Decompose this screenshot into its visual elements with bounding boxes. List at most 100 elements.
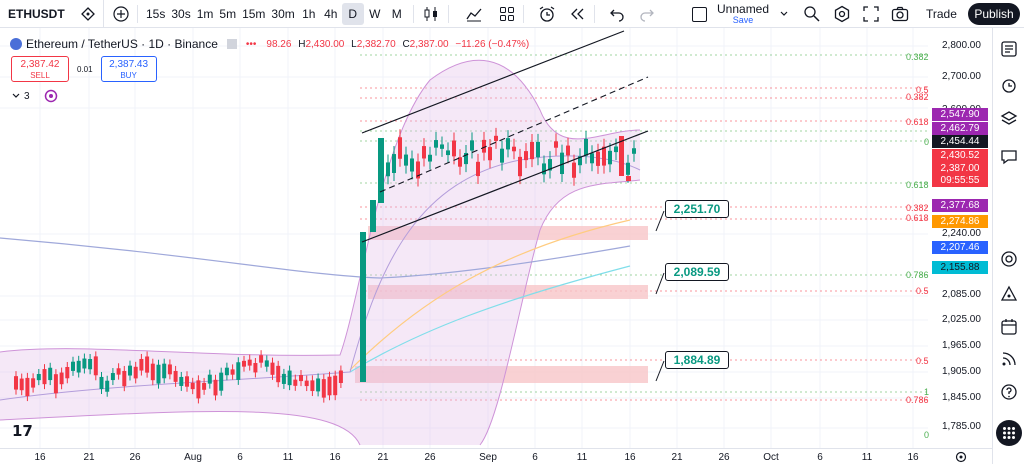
indicators-toggle[interactable]: 3 — [12, 89, 58, 103]
fib-label: 0.5 — [916, 85, 929, 95]
price-tag: 2,462.79 — [932, 122, 988, 135]
apps-grid-icon[interactable] — [996, 420, 1022, 446]
candle-body — [247, 359, 252, 366]
symbol-search[interactable]: ETHUSDT — [0, 0, 104, 28]
price-label: 2,085.00 — [942, 289, 981, 300]
candle-body — [259, 355, 264, 363]
gear-icon — [834, 5, 850, 23]
candle-body — [281, 373, 286, 384]
interval-1mo[interactable]: M — [391, 6, 402, 21]
candle-body — [518, 156, 522, 177]
buy-price: 2,387.43 — [109, 59, 149, 70]
moving-averages — [0, 155, 641, 401]
candle-body — [145, 356, 150, 373]
refresh-icon[interactable] — [44, 89, 58, 103]
candle-body — [428, 154, 432, 162]
price-tag: 2,274.86 — [932, 215, 988, 228]
candle-body — [327, 376, 332, 396]
more-dots-icon[interactable]: ••• — [245, 38, 257, 50]
target-pointer — [655, 360, 665, 382]
layouts-button[interactable] — [496, 3, 518, 25]
time-label: 16 — [624, 452, 636, 463]
time-label: 6 — [532, 452, 538, 463]
target-icon[interactable] — [1000, 250, 1018, 268]
settings-button[interactable] — [830, 3, 854, 25]
interval-30m[interactable]: 30m — [271, 6, 295, 21]
undo-icon — [609, 9, 624, 22]
redo-button[interactable] — [636, 3, 658, 25]
interval-4h[interactable]: 4h — [324, 6, 338, 21]
watchlist-icon[interactable] — [1000, 40, 1018, 58]
quick-search-button[interactable] — [800, 3, 824, 25]
fib-label: 0.382 — [906, 203, 929, 213]
candle-body — [476, 161, 480, 177]
candle-body — [207, 374, 212, 384]
price-chart[interactable] — [0, 28, 992, 464]
indicators-button[interactable] — [462, 3, 486, 25]
fib-label: 0.618 — [906, 180, 929, 190]
trade-button[interactable]: Trade — [926, 7, 957, 21]
top-toolbar: ETHUSDT 15s 30s 1m 5m 15m 30m 1h 4h D W … — [0, 0, 1024, 28]
target-label[interactable]: 2,251.70 — [665, 200, 729, 218]
time-axis[interactable]: 16 21 26 Aug 6 11 16 21 26 Sep 6 11 16 2… — [0, 448, 992, 464]
candle-body — [470, 140, 474, 151]
candle-body — [82, 358, 87, 369]
buy-button[interactable]: 2,387.43 BUY — [100, 56, 157, 82]
candle-body — [602, 146, 606, 166]
candle-body — [410, 158, 414, 172]
time-label: 16 — [329, 452, 341, 463]
candle-body — [578, 156, 582, 166]
layout-checkbox[interactable] — [692, 6, 707, 22]
candle-body — [500, 148, 504, 163]
add-symbol-button[interactable] — [110, 3, 132, 25]
candle-body — [71, 361, 75, 371]
candle-body — [110, 373, 115, 381]
help-icon[interactable] — [1000, 383, 1018, 401]
time-label: 11 — [861, 452, 873, 463]
calendar-icon[interactable] — [1000, 318, 1018, 336]
interval-15s[interactable]: 15s — [146, 6, 166, 21]
price-axis[interactable]: 2,800.00 2,700.00 2,600.00 2,240.00 2,08… — [928, 28, 990, 448]
candle-body — [48, 367, 53, 381]
ideas-icon[interactable] — [1000, 285, 1018, 303]
fib-label: 0 — [924, 430, 930, 440]
alarm-clock-icon[interactable] — [1000, 76, 1018, 94]
legend-title[interactable]: Ethereum / TetherUS · 1D · Binance — [26, 37, 218, 51]
target-label[interactable]: 1,884.89 — [665, 351, 729, 369]
candle-body — [139, 358, 144, 371]
time-label: 11 — [282, 452, 294, 463]
replay-button[interactable] — [565, 3, 589, 25]
interval-5m[interactable]: 5m — [219, 6, 237, 21]
chart-settings-gear-icon[interactable] — [955, 451, 967, 463]
layers-icon[interactable] — [1000, 110, 1018, 128]
interval-1m[interactable]: 1m — [196, 6, 214, 21]
candle-body — [93, 356, 98, 376]
undo-button[interactable] — [606, 3, 628, 25]
fullscreen-button[interactable] — [860, 3, 882, 25]
layout-name[interactable]: Unnamed Save — [692, 3, 789, 25]
target-label[interactable]: 2,089.59 — [665, 263, 729, 281]
interval-30s[interactable]: 30s — [171, 6, 191, 21]
sell-button[interactable]: 2,387.42 SELL — [11, 56, 69, 82]
candle-body — [179, 376, 184, 386]
publish-button[interactable]: Publish — [968, 3, 1020, 25]
candle-body — [270, 362, 275, 375]
flag-icon[interactable] — [226, 38, 238, 50]
snapshot-button[interactable] — [888, 3, 912, 25]
interval-1d[interactable]: D — [341, 2, 364, 25]
price-tag: 2,207.46 — [932, 241, 988, 254]
interval-1h[interactable]: 1h — [302, 6, 316, 21]
candle-body — [446, 150, 450, 156]
interval-1w[interactable]: W — [369, 6, 381, 21]
candle-body — [156, 364, 161, 384]
candle-body — [88, 359, 93, 370]
ma-line-cyan — [349, 265, 631, 373]
alert-button[interactable] — [535, 3, 559, 25]
chat-icon[interactable] — [1000, 148, 1018, 166]
candle-body — [310, 380, 315, 392]
broadcast-icon[interactable] — [1000, 350, 1018, 368]
chart-type-button[interactable] — [419, 3, 443, 25]
interval-15m[interactable]: 15m — [242, 6, 266, 21]
candles-icon — [424, 6, 437, 21]
candle-body — [14, 376, 18, 390]
